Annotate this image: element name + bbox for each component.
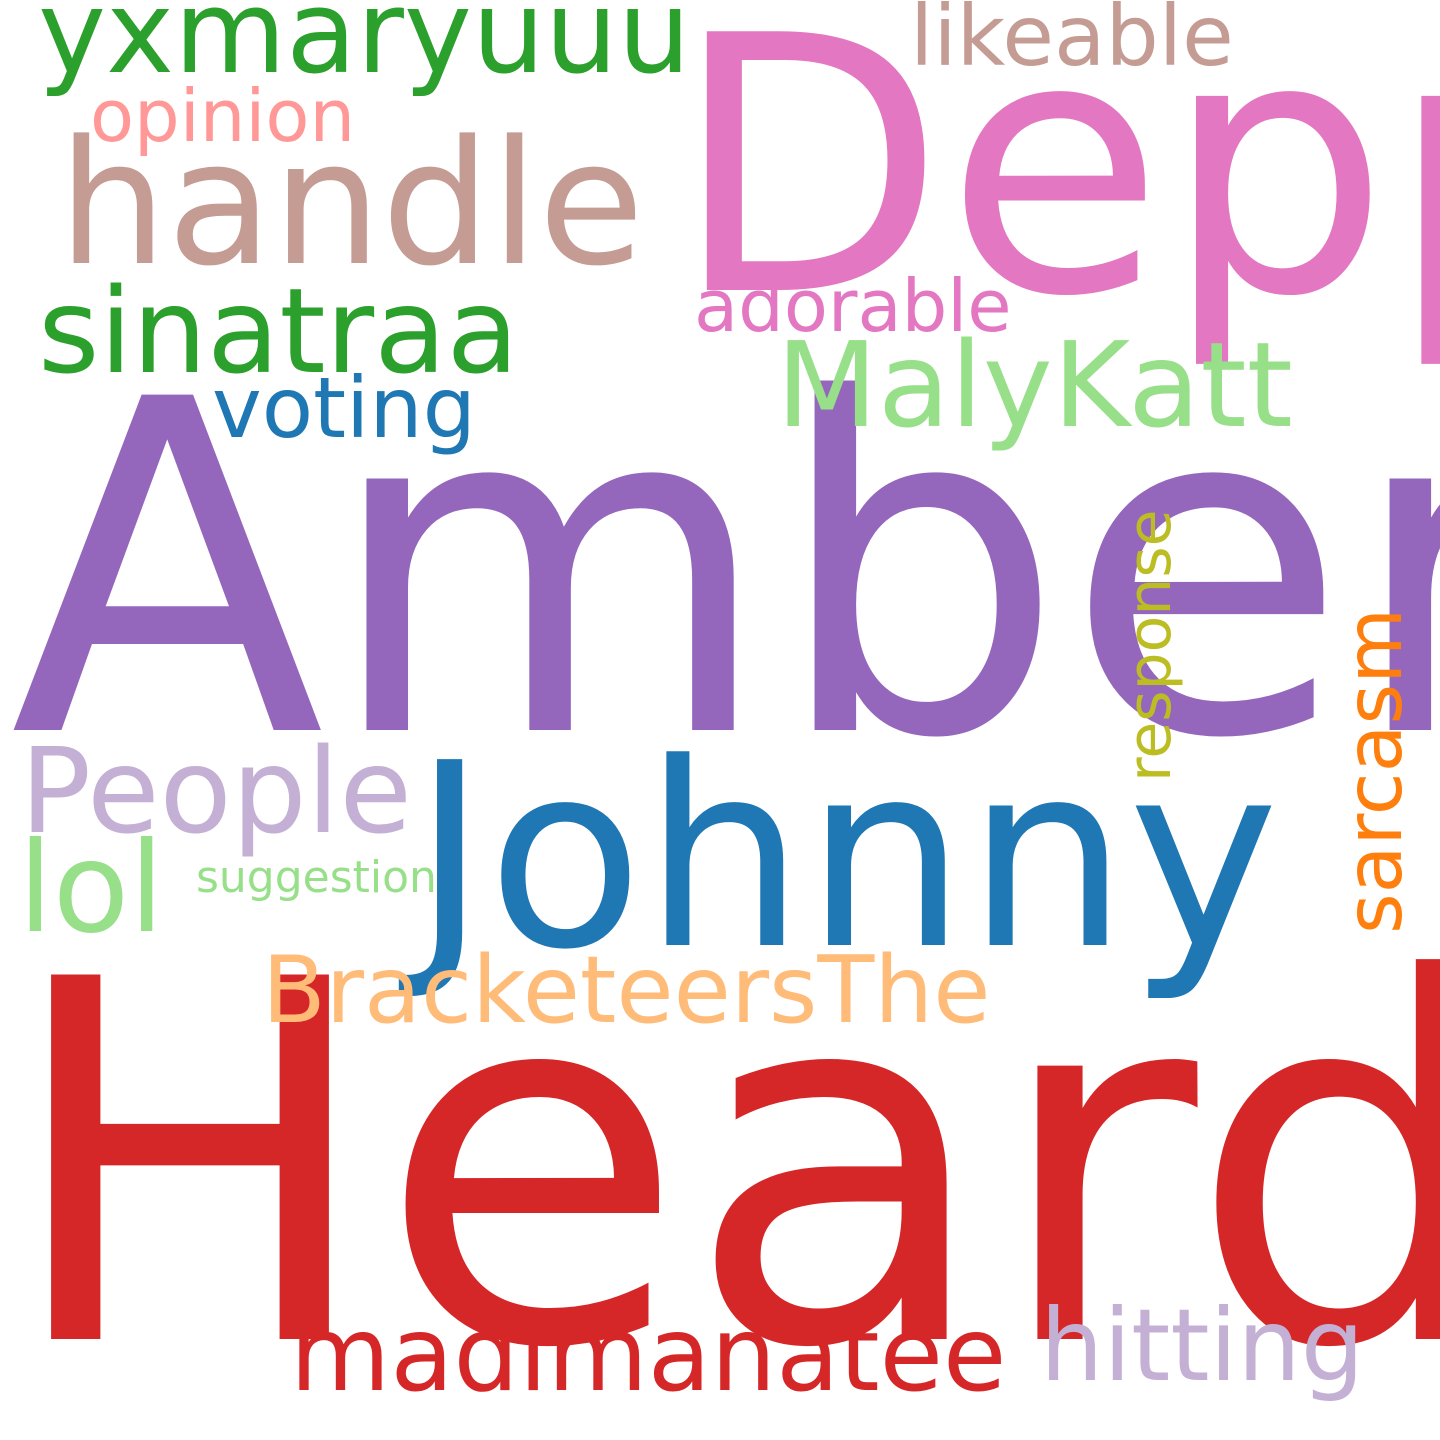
word-suggestion: suggestion [196,852,437,903]
word-handle: handle [58,103,645,304]
word-lol: lol [18,816,164,961]
word-sarcasm: sarcasm [1330,607,1420,934]
word-bracketeersthe: BracketeersThe [262,936,991,1044]
word-likeable: likeable [910,0,1234,85]
word-heard: Heard [2,875,1440,1440]
word-hitting: hitting [1040,1287,1365,1404]
word-response: response [1115,509,1185,782]
word-opinion: opinion [90,74,356,158]
word-malykatt: MalyKatt [776,316,1293,454]
word-yxmaryuuu: yxmaryuuu [38,0,691,100]
word-voting: voting [212,359,476,457]
word-sinatraa: sinatraa [38,262,519,400]
word-amber: Amber [10,304,1440,839]
word-madimanatee: madimanatee [290,1295,1007,1415]
word-depp: Depp [672,0,1440,374]
word-adorable: adorable [694,264,1012,348]
word-people: People [20,722,413,860]
word-johnny: Johnny [412,709,1279,1006]
